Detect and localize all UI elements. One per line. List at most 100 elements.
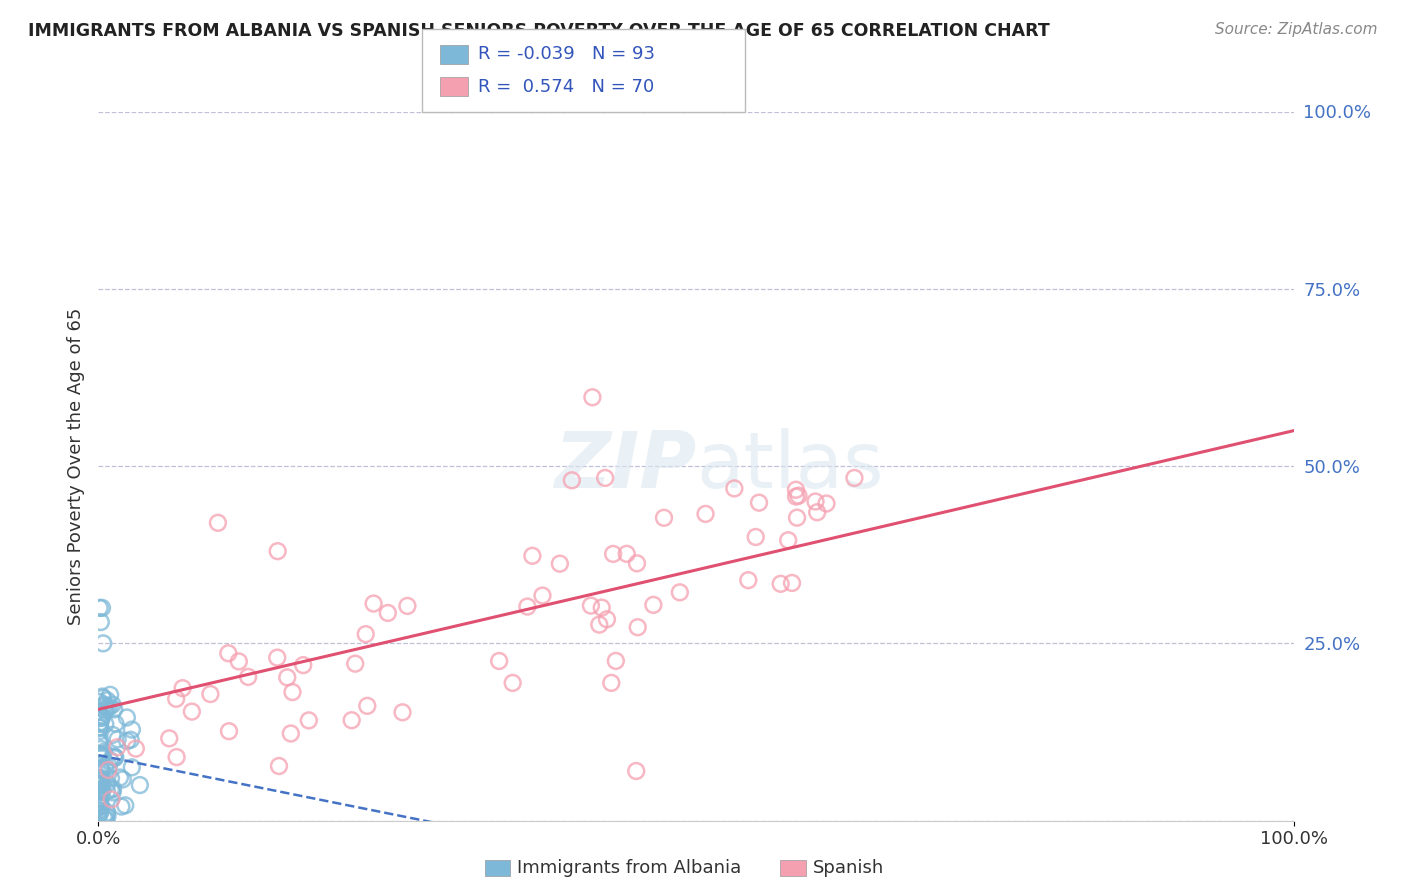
Point	[785, 490, 807, 504]
Point	[531, 589, 554, 603]
Point	[769, 576, 792, 591]
Point	[89, 767, 111, 781]
Point	[90, 711, 112, 725]
Point	[89, 721, 111, 735]
Text: R = -0.039   N = 93: R = -0.039 N = 93	[478, 45, 655, 63]
Point	[91, 709, 114, 723]
Point	[354, 627, 377, 641]
Point	[90, 800, 112, 814]
Point	[157, 731, 180, 746]
Point	[89, 721, 111, 735]
Point	[91, 764, 114, 778]
Point	[652, 510, 675, 524]
Point	[94, 759, 117, 773]
Text: Immigrants from Albania: Immigrants from Albania	[517, 859, 741, 877]
Text: ZIP: ZIP	[554, 428, 696, 504]
Point	[115, 710, 138, 724]
Point	[90, 747, 112, 761]
Text: R =  0.574   N = 70: R = 0.574 N = 70	[478, 78, 654, 95]
Point	[98, 699, 121, 714]
Point	[228, 654, 250, 668]
Point	[344, 657, 367, 671]
Point	[844, 471, 866, 485]
Point	[93, 698, 115, 712]
Point	[96, 784, 118, 798]
Point	[616, 547, 638, 561]
Point	[516, 599, 538, 614]
Point	[101, 781, 124, 796]
Point	[89, 732, 111, 747]
Point	[89, 716, 111, 731]
Point	[548, 557, 571, 571]
Point	[396, 599, 419, 613]
Y-axis label: Seniors Poverty Over the Age of 65: Seniors Poverty Over the Age of 65	[66, 308, 84, 624]
Point	[89, 773, 111, 788]
Point	[626, 764, 648, 778]
Point	[103, 751, 125, 765]
Point	[100, 792, 122, 806]
Point	[90, 784, 112, 798]
Point	[292, 658, 315, 673]
Point	[89, 803, 111, 817]
Text: IMMIGRANTS FROM ALBANIA VS SPANISH SENIORS POVERTY OVER THE AGE OF 65 CORRELATIO: IMMIGRANTS FROM ALBANIA VS SPANISH SENIO…	[28, 22, 1050, 40]
Point	[89, 772, 111, 786]
Point	[737, 573, 759, 587]
Point	[121, 760, 143, 774]
Point	[591, 600, 613, 615]
Point	[581, 390, 603, 404]
Point	[627, 620, 650, 634]
Point	[97, 759, 120, 773]
Point	[377, 606, 399, 620]
Point	[200, 687, 222, 701]
Point	[96, 700, 118, 714]
Point	[101, 698, 124, 712]
Point	[89, 793, 111, 807]
Point	[94, 717, 117, 731]
Point	[111, 772, 134, 787]
Point	[100, 782, 122, 797]
Point	[96, 777, 118, 791]
Point	[89, 798, 111, 813]
Point	[522, 549, 544, 563]
Point	[93, 810, 115, 824]
Point	[108, 771, 131, 785]
Point	[89, 748, 111, 763]
Point	[605, 654, 627, 668]
Point	[593, 471, 616, 485]
Point	[114, 798, 136, 813]
Point	[93, 745, 115, 759]
Point	[89, 799, 111, 814]
Point	[89, 795, 111, 809]
Point	[276, 670, 298, 684]
Point	[280, 726, 302, 740]
Point	[105, 740, 128, 755]
Point	[91, 775, 114, 789]
Point	[100, 772, 122, 786]
Point	[165, 691, 187, 706]
Point	[104, 750, 127, 764]
Point	[695, 507, 717, 521]
Point	[207, 516, 229, 530]
Point	[103, 702, 125, 716]
Text: Source: ZipAtlas.com: Source: ZipAtlas.com	[1215, 22, 1378, 37]
Point	[89, 710, 111, 724]
Point	[89, 601, 111, 615]
Point	[97, 763, 120, 777]
Point	[356, 698, 378, 713]
Point	[748, 496, 770, 510]
Point	[780, 576, 803, 591]
Point	[89, 723, 111, 738]
Point	[89, 750, 111, 764]
Point	[89, 806, 111, 821]
Point	[340, 713, 363, 727]
Point	[94, 699, 117, 714]
Point	[110, 799, 132, 814]
Point	[281, 685, 304, 699]
Point	[180, 705, 202, 719]
Point	[217, 646, 239, 660]
Point	[90, 742, 112, 756]
Point	[363, 597, 385, 611]
Point	[90, 783, 112, 797]
Point	[488, 654, 510, 668]
Point	[596, 612, 619, 626]
